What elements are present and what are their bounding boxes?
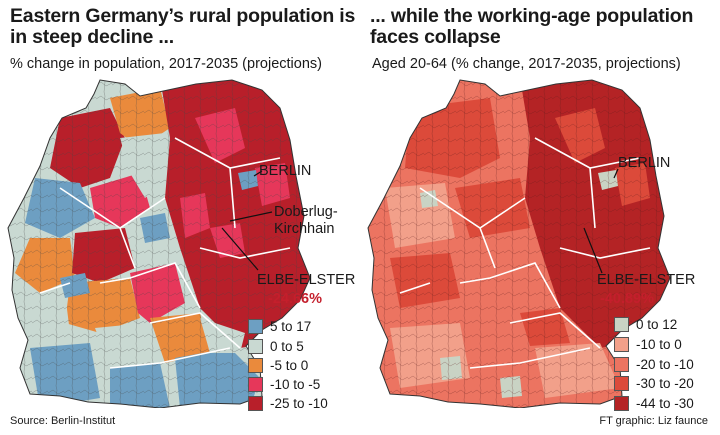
left-elbe-value: -24.66% xyxy=(268,291,323,307)
legend-swatch xyxy=(614,317,629,332)
right-title-line1: ... while the working-age population xyxy=(370,5,694,27)
right-elbe-label: ELBE-ELSTER xyxy=(597,272,696,288)
left-doberlug-line2: Kirchhain xyxy=(274,221,335,237)
right-berlin-label: BERLIN xyxy=(618,155,671,171)
legend-label: 5 to 17 xyxy=(270,319,312,334)
legend-label: -44 to -30 xyxy=(636,396,694,411)
source-note: Source: Berlin-Institut xyxy=(10,415,116,427)
legend-label: -30 to -20 xyxy=(636,376,694,391)
left-title: Eastern Germany’s rural population is in… xyxy=(10,6,355,48)
legend-label: -10 to -5 xyxy=(270,377,321,392)
legend-label: 0 to 5 xyxy=(270,339,304,354)
left-subtitle: % change in population, 2017-2035 (proje… xyxy=(10,56,322,72)
legend-label: -20 to -10 xyxy=(636,357,694,372)
legend-swatch xyxy=(614,357,629,372)
left-doberlug-label: Doberlug- Kirchhain xyxy=(274,204,338,238)
legend-swatch xyxy=(248,377,263,392)
right-subtitle: Aged 20-64 (% change, 2017-2035, project… xyxy=(372,56,681,72)
legend-swatch xyxy=(248,396,263,411)
legend-swatch xyxy=(248,339,263,354)
legend-swatch xyxy=(248,358,263,373)
left-title-line1: Eastern Germany’s rural population is xyxy=(10,5,356,27)
legend-label: -10 to 0 xyxy=(636,337,682,352)
left-doberlug-line1: Doberlug- xyxy=(274,204,338,220)
left-panel: Eastern Germany’s rural population is in… xyxy=(7,6,356,427)
legend-swatch xyxy=(614,337,629,352)
right-panel: ... while the working-age population fac… xyxy=(360,0,720,435)
credit-note: FT graphic: Liz faunce xyxy=(599,415,708,427)
legend-swatch xyxy=(614,396,629,411)
right-germany-map xyxy=(367,79,671,408)
legend-swatch xyxy=(248,319,263,334)
right-elbe-value: -40.89% xyxy=(600,291,655,307)
left-germany-map xyxy=(7,79,311,408)
left-title-line2: in steep decline ... xyxy=(10,26,174,48)
legend-label: 0 to 12 xyxy=(636,317,678,332)
left-elbe-label: ELBE-ELSTER xyxy=(257,272,356,288)
left-berlin-label: BERLIN xyxy=(259,163,312,179)
legend-swatch xyxy=(614,376,629,391)
legend-label: -25 to -10 xyxy=(270,396,328,411)
legend-label: -5 to 0 xyxy=(270,358,309,373)
left-map-regions xyxy=(8,80,310,408)
right-title: ... while the working-age population fac… xyxy=(370,6,693,48)
right-title-line2: faces collapse xyxy=(370,26,501,48)
